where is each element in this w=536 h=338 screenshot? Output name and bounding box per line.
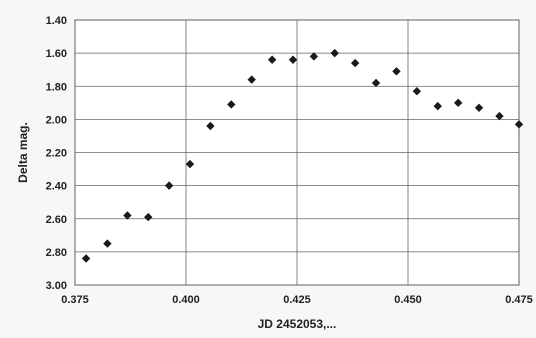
data-point <box>206 121 215 131</box>
gridlines <box>74 19 520 286</box>
data-point <box>81 254 91 263</box>
data-point <box>103 239 112 248</box>
data-point <box>330 48 339 58</box>
data-point <box>247 75 256 84</box>
y-tick-label: 2.40 <box>46 181 67 193</box>
x-tick-label: 0.425 <box>283 294 311 306</box>
data-point <box>164 181 174 190</box>
data-point <box>350 58 360 68</box>
data-point <box>267 55 277 64</box>
data-point <box>514 120 524 129</box>
y-tick-label: 1.80 <box>46 81 67 93</box>
x-axis-title: JD 2452053,... <box>258 317 337 331</box>
x-tick-label: 0.375 <box>61 294 89 306</box>
y-tick-label: 1.60 <box>46 48 67 60</box>
data-point <box>412 87 422 96</box>
y-tick-label: 2.80 <box>46 247 67 259</box>
tick-labels: 1.40 1.60 1.80 2.00 2.20 2.40 2.60 2.80 3.00 0.37… <box>46 15 533 306</box>
y-tick-label: 1.40 <box>46 15 67 27</box>
data-point <box>433 101 442 111</box>
y-tick-label: 2.00 <box>46 114 67 126</box>
data-point <box>144 212 153 222</box>
data-point <box>474 103 484 112</box>
x-tick-label: 0.400 <box>172 294 200 306</box>
data-point <box>495 111 504 121</box>
data-points <box>81 48 524 263</box>
y-tick-label: 2.20 <box>46 148 67 160</box>
data-point <box>309 52 319 61</box>
data-point <box>288 55 298 64</box>
data-point <box>123 211 132 220</box>
x-tick-label: 0.450 <box>394 294 422 306</box>
data-point <box>185 159 195 169</box>
x-tick-label: 0.475 <box>505 294 533 306</box>
data-point <box>392 67 401 76</box>
data-point <box>453 98 463 108</box>
data-point <box>227 100 236 109</box>
y-tick-label: 3.00 <box>46 280 67 292</box>
y-tick-label: 2.60 <box>46 214 67 226</box>
data-point <box>371 78 381 88</box>
y-axis-title: Delta mag. <box>16 122 30 183</box>
